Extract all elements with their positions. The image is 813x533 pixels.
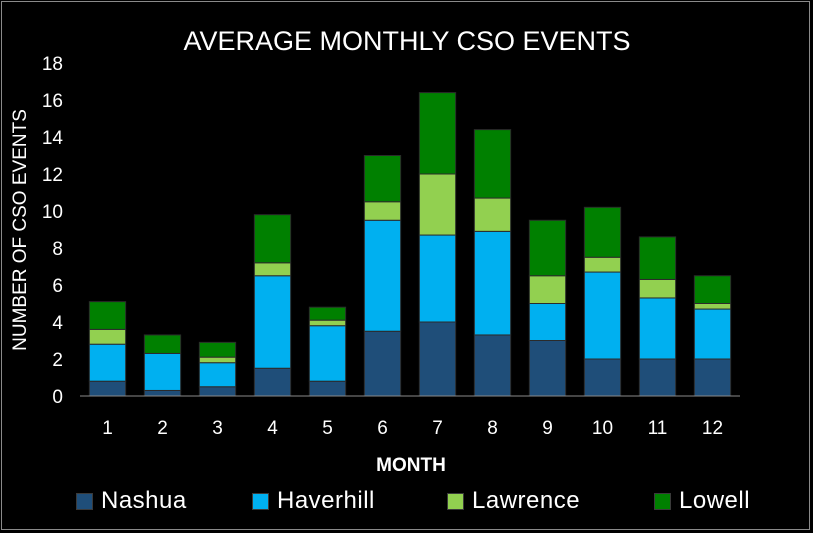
bar-lowell-month-8 [473,129,512,199]
x-tick-label: 4 [267,418,278,439]
legend-item-lowell: Lowell [654,484,750,518]
bar-lowell-month-3 [198,341,237,358]
bar-nashua-month-3 [198,386,237,397]
bar-lawrence-month-9 [528,275,567,304]
bar-haverhill-month-10 [583,271,622,360]
bar-lawrence-month-6 [363,201,402,221]
bar-lowell-month-5 [308,306,347,321]
y-tick-label: 18 [42,54,63,75]
legend-swatch [252,492,269,510]
bar-lawrence-month-3 [198,356,237,364]
y-tick-labels: 0 2 4 6 8 10 12 14 16 18 [42,54,64,408]
x-tick-label: 12 [702,418,723,439]
legend: Nashua Haverhill Lawrence Lowell [0,484,813,518]
bar-haverhill-month-1 [88,343,127,382]
bar-nashua-month-11 [638,358,677,397]
x-tick-label: 8 [487,418,498,439]
x-tick-label: 10 [592,418,613,439]
chart-title: AVERAGE MONTHLY CSO EVENTS [183,26,630,56]
bar-lowell-month-1 [88,301,127,330]
bar-lowell-month-10 [583,206,622,258]
legend-item-lawrence: Lawrence [447,484,580,518]
y-tick-label: 10 [42,202,63,223]
legend-label: Haverhill [277,487,375,514]
bar-haverhill-month-4 [253,275,292,369]
bar-lawrence-month-12 [693,303,732,310]
bar-lawrence-month-5 [308,319,347,327]
legend-item-nashua: Nashua [76,484,187,518]
bar-haverhill-month-9 [528,303,567,341]
x-tick-label: 6 [377,418,388,439]
bar-haverhill-month-5 [308,325,347,382]
bar-lawrence-month-10 [583,256,622,273]
y-tick-label: 16 [42,91,63,112]
bar-lawrence-month-8 [473,197,512,232]
bar-nashua-month-8 [473,334,512,397]
x-axis-label: MONTH [376,455,446,476]
x-tick-label: 7 [432,418,443,439]
bar-nashua-month-7 [418,321,457,397]
bar-nashua-month-2 [143,389,182,397]
bars [88,92,732,397]
y-tick-label: 12 [42,165,63,186]
bar-lowell-month-4 [253,214,292,264]
y-tick-label: 14 [42,128,64,149]
legend-label: Lawrence [472,487,581,514]
x-tick-label: 5 [322,418,333,439]
legend-label: Nashua [101,487,187,514]
legend-swatch [76,492,93,510]
legend-swatch [654,492,671,510]
bar-lowell-month-9 [528,219,567,277]
bar-nashua-month-12 [693,358,732,397]
legend-swatch [447,492,464,510]
y-tick-label: 6 [52,276,63,297]
x-tick-label: 2 [157,418,168,439]
y-tick-label: 0 [52,387,63,408]
x-tick-label: 1 [102,418,113,439]
legend-label: Lowell [679,487,751,514]
bar-lowell-month-11 [638,236,677,280]
bar-haverhill-month-3 [198,362,237,388]
x-tick-labels: 1 2 3 4 5 6 7 8 9 10 11 12 [102,418,723,439]
y-axis-label: NUMBER OF CSO EVENTS [10,109,31,351]
bar-haverhill-month-2 [143,352,182,391]
x-tick-label: 9 [542,418,553,439]
y-tick-label: 2 [52,350,63,371]
x-tick-label: 11 [648,418,668,439]
bar-haverhill-month-7 [418,234,457,323]
bar-lawrence-month-11 [638,278,677,299]
bar-nashua-month-4 [253,367,292,397]
legend-item-haverhill: Haverhill [252,484,375,518]
bar-lawrence-month-7 [418,173,457,236]
bar-haverhill-month-6 [363,219,402,332]
bar-haverhill-month-11 [638,297,677,360]
x-tick-label: 3 [212,418,223,439]
bar-lowell-month-7 [418,92,457,175]
bar-haverhill-month-12 [693,308,732,360]
bar-lawrence-month-1 [88,328,127,345]
bar-nashua-month-5 [308,380,347,397]
bar-lowell-month-2 [143,334,182,354]
bar-haverhill-month-8 [473,230,512,336]
bar-lowell-month-12 [693,275,732,304]
bar-nashua-month-10 [583,358,622,397]
bar-nashua-month-6 [363,330,402,397]
bar-nashua-month-9 [528,340,567,397]
bar-nashua-month-1 [88,380,127,397]
y-tick-label: 8 [52,239,63,260]
bar-lowell-month-6 [363,155,402,203]
y-tick-label: 4 [52,313,63,334]
bar-lawrence-month-4 [253,262,292,277]
